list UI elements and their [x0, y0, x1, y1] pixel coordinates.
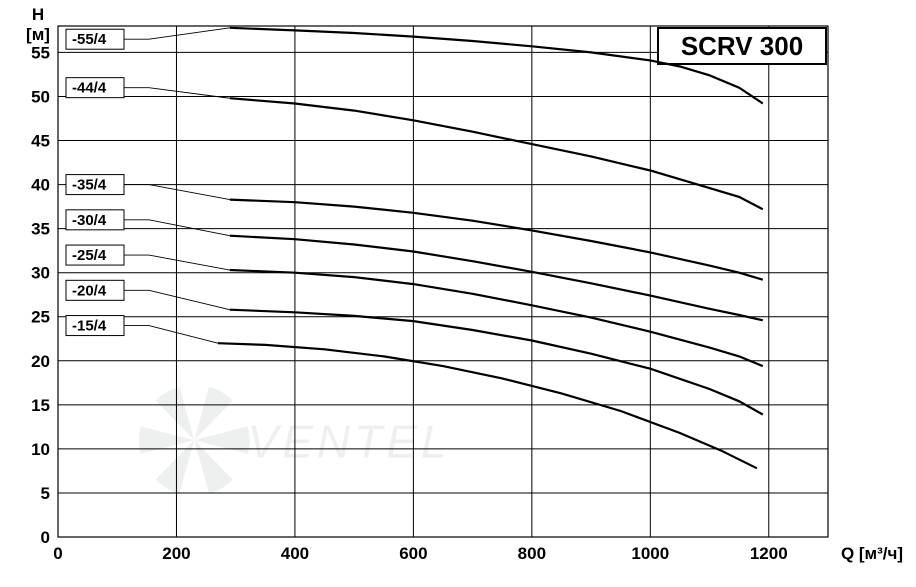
series-label: -15/4 — [72, 318, 107, 335]
pump-curve — [230, 310, 763, 415]
y-axis-label-2: [м] — [26, 25, 50, 44]
y-tick-label: 50 — [31, 87, 50, 106]
y-tick-label: 30 — [31, 264, 50, 283]
x-tick-label: 600 — [399, 544, 427, 563]
x-axis-label: Q [м³/ч] — [841, 544, 903, 563]
chart-svg: VENTEL 0 5 10 15 20 25 30 35 40 45 50 55 0 200 400 600 80… — [0, 0, 916, 587]
x-tick-label: 1000 — [631, 544, 669, 563]
series-label: -35/4 — [72, 177, 107, 194]
y-tick-label: 0 — [41, 528, 50, 547]
y-tick-label: 40 — [31, 176, 50, 195]
y-tick-label: 20 — [31, 352, 50, 371]
watermark-text: VENTEL — [248, 416, 451, 468]
y-tick-label: 15 — [31, 396, 50, 415]
series-label: -44/4 — [72, 80, 107, 97]
y-tick-label: 10 — [31, 440, 50, 459]
chart-title: SCRV 300 — [681, 31, 803, 61]
series-label: -25/4 — [72, 247, 107, 264]
y-tick-label: 5 — [41, 484, 50, 503]
pump-curve — [230, 98, 763, 209]
y-tick-label: 35 — [31, 220, 50, 239]
x-tick-label: 400 — [281, 544, 309, 563]
x-tick-label: 800 — [518, 544, 546, 563]
series-label: -20/4 — [72, 282, 107, 299]
y-tick-label: 45 — [31, 132, 50, 151]
x-tick-label: 1200 — [750, 544, 788, 563]
pump-curve — [230, 236, 763, 321]
y-tick-label: 25 — [31, 308, 50, 327]
series-label: -30/4 — [72, 212, 107, 229]
x-tick-label: 200 — [162, 544, 190, 563]
series-leader — [124, 326, 218, 344]
x-tick-label: 0 — [53, 544, 62, 563]
series-label: -55/4 — [72, 31, 107, 48]
y-axis-label-1: H — [32, 5, 44, 24]
pump-curve — [230, 270, 763, 366]
pump-curve-chart: VENTEL 0 5 10 15 20 25 30 35 40 45 50 55 0 200 400 600 80… — [0, 0, 916, 587]
y-tick-label: 55 — [31, 43, 50, 62]
